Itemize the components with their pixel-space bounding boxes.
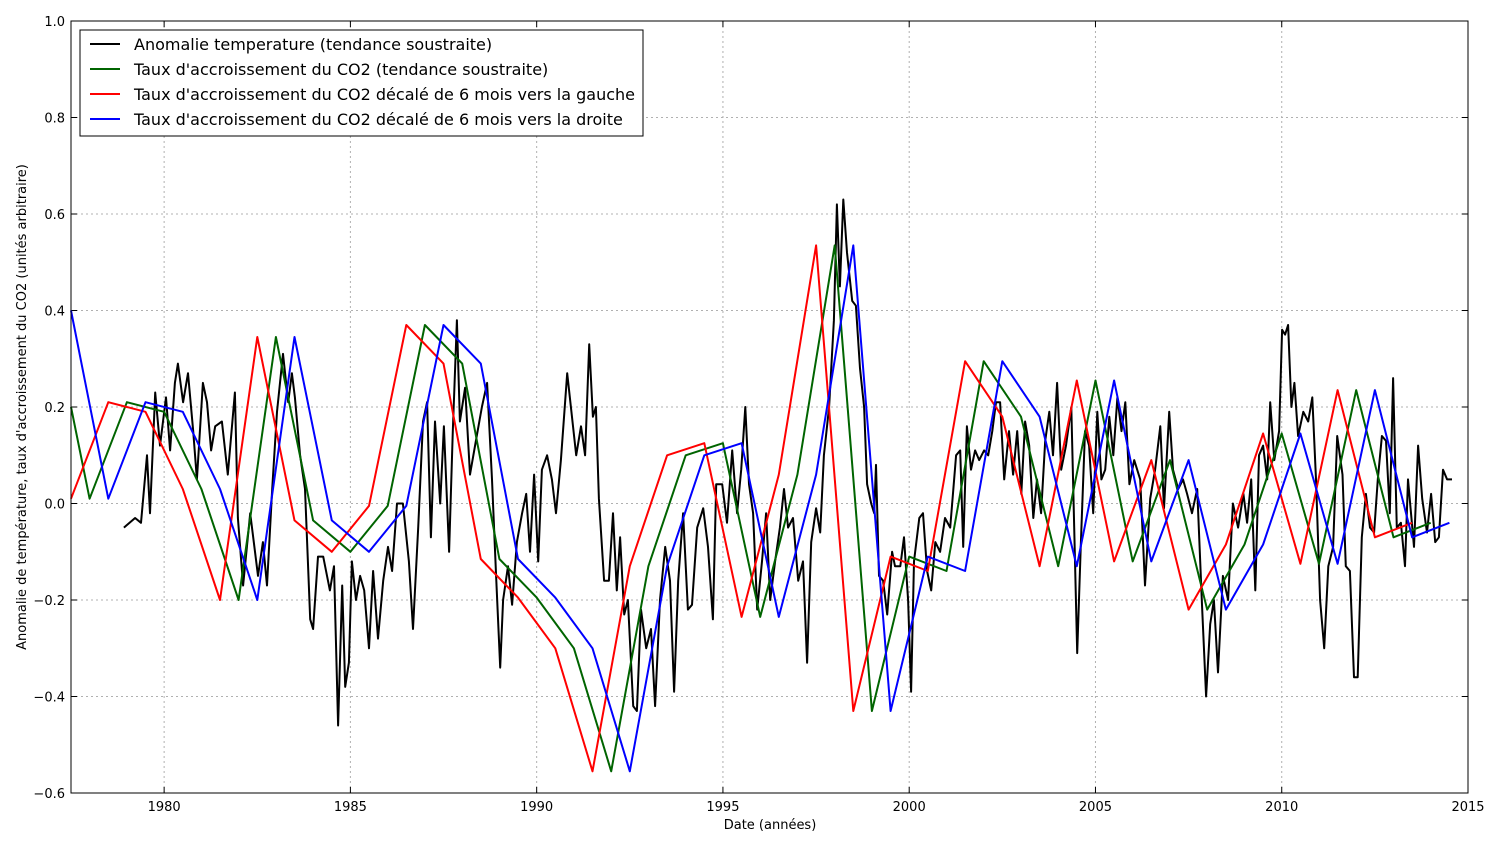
y-tick-label: 0.8 [44, 112, 65, 127]
x-tick-label: 2000 [893, 800, 926, 815]
legend-label: Taux d'accroissement du CO2 décalé de 6 … [133, 110, 623, 129]
y-tick-label: 0.0 [44, 498, 65, 513]
x-tick-label: 1990 [520, 800, 553, 815]
legend-label: Anomalie temperature (tendance soustrait… [134, 35, 492, 54]
series-line [70, 244, 1432, 773]
x-tick-label: 2005 [1079, 800, 1112, 815]
plot-frame [70, 20, 1469, 794]
legend-label: Taux d'accroissement du CO2 décalé de 6 … [133, 85, 635, 104]
y-tick-label: 0.4 [44, 305, 65, 320]
legend-frame [79, 29, 644, 137]
legend: Anomalie temperature (tendance soustrait… [79, 29, 644, 137]
x-tick-label: 2010 [1265, 800, 1298, 815]
y-tick-label: 0.2 [44, 401, 65, 416]
series-line [123, 198, 1452, 727]
x-tick-label: 1985 [334, 800, 367, 815]
legend-label: Taux d'accroissement du CO2 (tendance so… [133, 60, 548, 79]
x-tick-label: 1980 [148, 800, 181, 815]
x-tick-label: 2015 [1451, 800, 1484, 815]
y-tick-label: −0.2 [33, 594, 65, 609]
x-axis-label: Date (années) [724, 818, 817, 833]
x-tick-label: 1995 [706, 800, 739, 815]
y-axis-label: Anomalie de température, taux d'accroiss… [15, 164, 30, 650]
y-tick-label: 0.6 [44, 208, 65, 223]
y-tick-label: −0.6 [33, 787, 65, 802]
y-tick-label: −0.4 [33, 691, 65, 706]
series-line [70, 244, 1413, 773]
y-tick-label: 1.0 [44, 15, 65, 30]
series-line [70, 244, 1450, 773]
